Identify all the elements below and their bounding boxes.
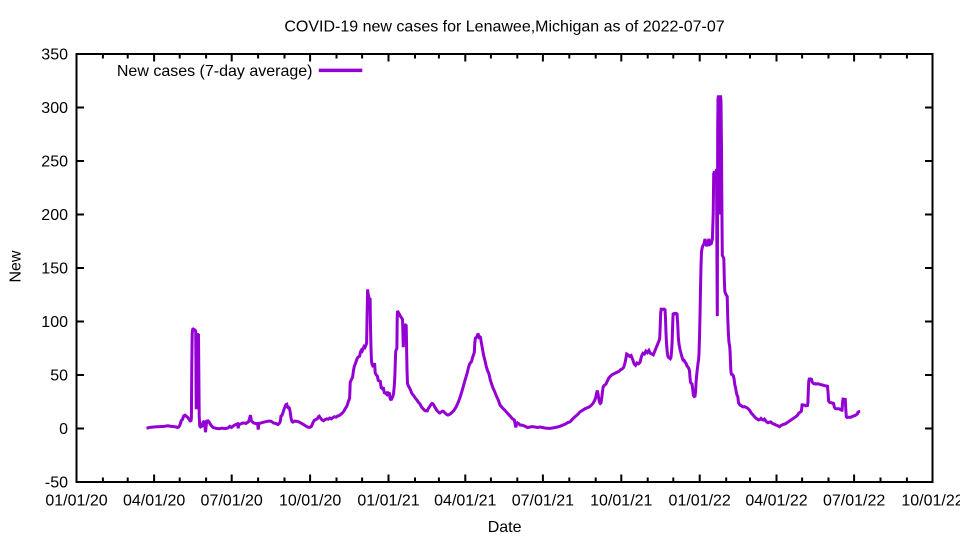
- svg-text:10/01/21: 10/01/21: [590, 493, 652, 510]
- svg-text:07/01/22: 07/01/22: [823, 493, 885, 510]
- svg-text:Date: Date: [488, 519, 522, 536]
- svg-text:04/01/20: 04/01/20: [123, 493, 185, 510]
- svg-text:07/01/21: 07/01/21: [512, 493, 574, 510]
- svg-text:01/01/20: 01/01/20: [45, 493, 107, 510]
- svg-text:300: 300: [41, 100, 68, 117]
- svg-text:0: 0: [59, 421, 68, 438]
- svg-text:01/01/22: 01/01/22: [669, 493, 731, 510]
- svg-text:200: 200: [41, 207, 68, 224]
- svg-text:New cases (7-day average): New cases (7-day average): [117, 63, 313, 80]
- svg-text:350: 350: [41, 47, 68, 64]
- svg-text:10/01/22: 10/01/22: [901, 493, 960, 510]
- svg-text:04/01/21: 04/01/21: [434, 493, 496, 510]
- svg-text:-50: -50: [45, 475, 68, 492]
- svg-text:150: 150: [41, 261, 68, 278]
- svg-text:250: 250: [41, 154, 68, 171]
- svg-text:04/01/22: 04/01/22: [745, 493, 807, 510]
- svg-text:50: 50: [50, 368, 68, 385]
- svg-text:New: New: [8, 250, 25, 282]
- svg-text:07/01/20: 07/01/20: [201, 493, 263, 510]
- svg-text:01/01/21: 01/01/21: [357, 493, 419, 510]
- svg-text:10/01/20: 10/01/20: [279, 493, 341, 510]
- svg-text:COVID-19 new cases for Lenawee: COVID-19 new cases for Lenawee,Michigan …: [284, 19, 724, 36]
- svg-text:100: 100: [41, 314, 68, 331]
